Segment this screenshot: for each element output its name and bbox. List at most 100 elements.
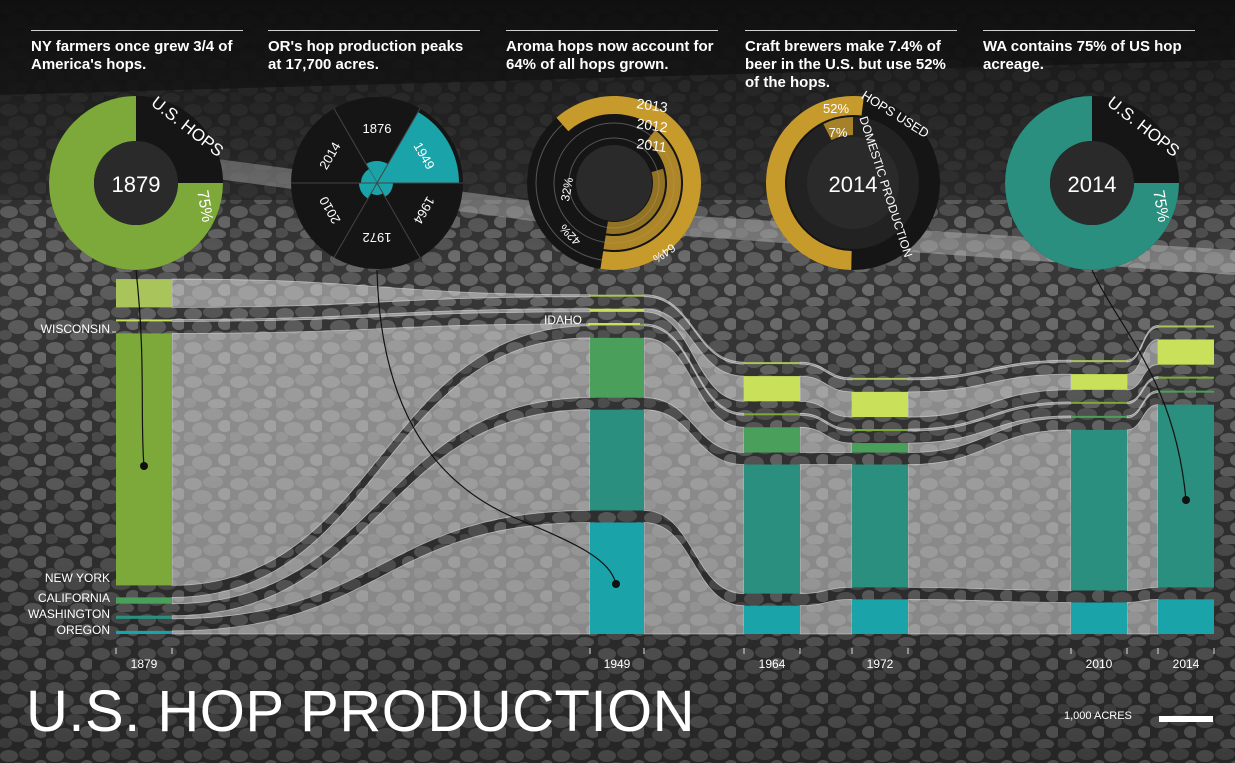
legend-label-california: CALIFORNIA — [38, 591, 110, 605]
bar-washington-1879 — [116, 615, 172, 619]
or-polar-label-1972: 1972 — [363, 230, 392, 245]
craft-center: 2014 — [829, 172, 878, 197]
bar-california-1972 — [852, 443, 908, 453]
bar-washington-2010 — [1071, 429, 1127, 591]
headline-craft: Craft brewers make 7.4% of beer in the U… — [745, 30, 957, 92]
wa-donut-pct: 75% — [1149, 189, 1171, 223]
bar-wisconsin-1964 — [744, 362, 800, 365]
bar-california-2010 — [1071, 415, 1127, 418]
wa-donut-center: 2014 — [1068, 172, 1117, 197]
bar-idaho-2010 — [1071, 374, 1127, 390]
headline-wa: WA contains 75% of US hop acreage. — [983, 30, 1195, 74]
flow-band-new-york — [171, 323, 591, 586]
ny-donut-center: 1879 — [112, 172, 161, 197]
x-tick-label-1949: 1949 — [604, 657, 631, 671]
or-polar-divider — [376, 108, 421, 184]
ny-donut-hole — [94, 141, 178, 225]
x-tick-label-1964: 1964 — [759, 657, 786, 671]
connector-dot-2 — [1182, 496, 1190, 504]
headline-ny: NY farmers once grew 3/4 of America's ho… — [31, 30, 243, 74]
craft-inner-share — [823, 117, 853, 141]
wa-donut-rest — [1092, 96, 1179, 183]
flow-band-california — [907, 415, 1072, 453]
bar-california-1949 — [590, 337, 644, 398]
or-polar-wedge-1876 — [366, 161, 388, 183]
craft-pct-inner: 7% — [829, 125, 848, 140]
bar-oregon-1964 — [744, 605, 800, 634]
flow-band-washington — [643, 409, 745, 595]
bar-wisconsin-1879 — [116, 279, 172, 308]
bar-new-york-2014 — [1158, 376, 1214, 379]
ny-donut-rest — [136, 96, 223, 183]
aroma-year-2013: 2013 — [636, 95, 669, 115]
bar-oregon-2014 — [1158, 599, 1214, 634]
bar-new-york-1964 — [744, 413, 800, 416]
ny-donut-pct: 75% — [193, 189, 215, 223]
bar-idaho-1879 — [116, 319, 172, 322]
or-polar-divider — [376, 182, 421, 258]
connector-line-2 — [1091, 269, 1187, 501]
legend-label-oregon: OREGON — [57, 623, 110, 637]
wa-donut-hole — [1050, 141, 1134, 225]
flow-band-oregon — [907, 598, 1072, 635]
aroma-ring-2011 — [606, 168, 665, 234]
legend-label-idaho: IDAHO — [544, 313, 582, 327]
aroma-ring-2013 — [556, 96, 701, 271]
bar-oregon-2010 — [1071, 602, 1127, 634]
connector-line-0 — [135, 269, 145, 467]
craft-hole — [807, 137, 899, 229]
wa-donut-share — [1004, 96, 1179, 270]
craft-pct-outer: 52% — [823, 101, 849, 116]
or-polar-wedge-2010 — [359, 183, 377, 199]
flow-band-oregon — [643, 522, 745, 635]
or-polar-divider — [333, 108, 378, 184]
bar-new-york-2010 — [1071, 401, 1127, 404]
legend-label-wisconsin: WISCONSIN — [41, 322, 110, 336]
craft-outer-share — [765, 96, 864, 270]
x-tick-label-2014: 2014 — [1173, 657, 1200, 671]
bar-wisconsin-1972 — [852, 377, 908, 380]
bar-wisconsin-2010 — [1071, 360, 1127, 363]
headline-aroma: Aroma hops now account for 64% of all ho… — [506, 30, 718, 74]
connector-line-1 — [376, 269, 617, 585]
bar-idaho-1964 — [744, 376, 800, 402]
x-tick-label-2010: 2010 — [1086, 657, 1113, 671]
bar-idaho-2014 — [1158, 339, 1214, 365]
bar-washington-1949 — [590, 409, 644, 511]
bar-oregon-1949 — [590, 522, 644, 634]
bar-idaho-1972 — [852, 391, 908, 418]
flow-band-washington — [799, 464, 853, 595]
ny-donut-share — [49, 96, 224, 270]
flow-layer — [171, 278, 1159, 635]
aroma-pct-2011: 32% — [558, 176, 576, 202]
bar-new-york-1972 — [852, 429, 908, 432]
aroma-year-2012: 2012 — [636, 115, 669, 135]
bar-california-2014 — [1158, 390, 1214, 393]
flow-band-oregon — [1126, 598, 1159, 635]
aroma-ring-2012 — [603, 130, 681, 250]
bar-wisconsin-1949 — [590, 294, 644, 297]
flow-band-washington — [1126, 404, 1159, 591]
bar-washington-1972 — [852, 464, 908, 588]
scale-bar — [1159, 716, 1213, 722]
bar-oregon-1972 — [852, 599, 908, 634]
bar-idaho-1949 — [590, 308, 644, 312]
connector-dot-1 — [612, 580, 620, 588]
or-polar-wedge-1972 — [371, 183, 383, 195]
or-polar-wedge-1949 — [377, 111, 459, 183]
scale-label: 1,000 ACRES — [1064, 710, 1132, 722]
flow-band-idaho — [643, 308, 745, 402]
legend-label-washington: WASHINGTON — [28, 607, 110, 621]
or-polar-label-1876: 1876 — [363, 121, 392, 136]
connector-dot-0 — [140, 462, 148, 470]
aroma-year-2011: 2011 — [636, 135, 668, 155]
or-polar-wedge-1964 — [377, 183, 393, 197]
bar-california-1964 — [744, 427, 800, 453]
bar-wisconsin-2014 — [1158, 325, 1214, 328]
or-polar-wedge-2014 — [361, 169, 377, 183]
label-layer: 1879 1949 1964 1972 2010 2014 OREGON WASHINGTON… — [28, 269, 1215, 671]
or-polar-divider — [333, 182, 378, 258]
headline-or: OR's hop production peaks at 17,700 acre… — [268, 30, 480, 74]
